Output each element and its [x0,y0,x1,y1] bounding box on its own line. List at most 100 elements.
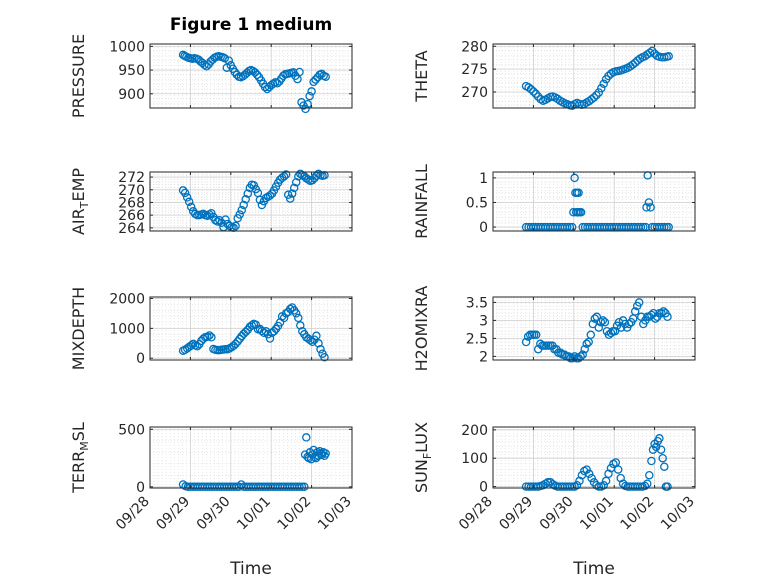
y-tick-label: 0 [479,480,488,496]
data-point [582,465,591,474]
subplot-4: 0 0.5 1 RAINFALL [412,164,696,239]
y-axis-label: MIXDEPTH [69,287,88,370]
data-point [543,478,553,487]
data-point [570,173,579,183]
subplot-6: 2 2.5 3 3.5 H2OMIXRA [412,286,696,371]
data-point [598,316,608,325]
data-point [600,317,610,327]
data-point [207,333,216,342]
y-axis-label: RAINFALL [412,164,431,239]
data-point [304,175,313,184]
data-point [241,195,250,204]
data-point [225,221,234,231]
data-point [645,48,655,57]
data-point [316,345,325,354]
data-point [646,203,655,212]
y-axis-label: PRESSURE [69,34,88,118]
data-point [279,172,289,181]
subplot-2: 270 275 280 THETA [412,39,696,110]
y-tick-label: 264 [118,221,145,237]
data-point [624,319,634,329]
data-point [588,319,598,329]
y-tick-label: 280 [461,39,488,55]
data-point [205,331,214,340]
data-point [592,90,601,100]
data-point [307,87,316,96]
data-point [295,482,304,492]
data-point [536,339,545,349]
data-point [590,314,600,323]
data-point [297,482,307,492]
axes-frame [492,426,696,489]
data-point [213,217,222,226]
data-point [247,321,257,330]
data-point [321,72,330,81]
axes-frame [492,43,696,109]
data-point [306,336,315,345]
data-point [599,79,608,89]
data-point [656,445,666,454]
data-point [630,58,640,67]
data-point [526,85,536,94]
data-point [289,183,299,193]
y-tick-label: 3.5 [466,295,488,311]
data-point [651,314,660,323]
data-point [642,203,651,212]
y-tick-label: 200 [461,423,488,439]
y-tick-label: 1 [479,171,488,187]
y-tick-label: 500 [118,422,145,438]
data-point [231,339,240,349]
y-tick-label: 100 [461,451,488,467]
data-point [250,68,260,77]
y-tick-label: 275 [461,62,488,78]
axes-frame [149,171,353,232]
y-axis-label: AIRTEMP [69,168,91,235]
data-point [574,188,583,197]
data-point [560,350,569,359]
y-tick-label: 270 [461,85,488,101]
subplot-5: 0 1000 2000 MIXDEPTH [69,287,353,370]
y-tick-label: 2 [479,349,488,365]
data-point [320,353,329,362]
data-point [285,304,295,314]
x-axis-label-right: Time [572,559,615,579]
data-point [291,309,301,318]
data-point [239,200,248,210]
data-point [521,337,531,347]
data-point [186,202,196,212]
data-point [215,215,224,225]
data-point [580,344,589,354]
data-point [314,169,323,179]
data-point [296,321,305,330]
data-point [221,215,230,224]
data-point [578,350,587,359]
data-point [599,480,608,490]
data-point [587,95,596,104]
y-tick-label: 950 [118,63,145,79]
data-point [592,312,602,322]
data-point [533,92,543,101]
data-point [287,189,297,198]
data-point [582,339,591,349]
data-point [180,188,190,198]
data-point [664,52,673,61]
data-point [291,177,301,187]
y-axis-label: THETA [412,50,431,102]
data-point [628,60,638,69]
data-point [529,87,538,96]
data-point [294,313,303,323]
data-point [614,317,624,327]
data-point [587,473,596,483]
data-point [657,308,666,318]
data-point [300,482,309,492]
y-tick-label: 266 [118,208,145,224]
data-point [647,456,656,466]
y-tick-label: 268 [118,195,145,211]
data-point [311,453,321,463]
data-point [294,172,303,181]
y-tick-label: 0.5 [466,195,488,211]
data-point [586,330,596,340]
data-point [531,330,541,340]
